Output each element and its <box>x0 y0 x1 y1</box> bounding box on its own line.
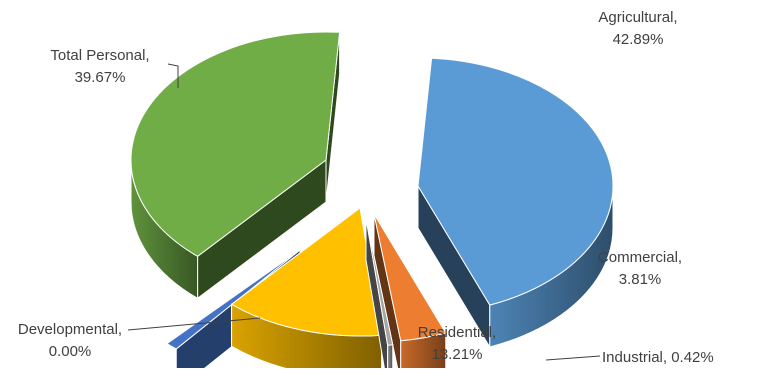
slice-value-label-developmental: 0.00% <box>49 343 92 360</box>
leader-line-industrial <box>545 355 601 361</box>
slice-label-industrial: Industrial, 0.42% <box>602 349 714 366</box>
slice-residential <box>230 206 383 373</box>
leader-line-total-personal <box>167 63 179 88</box>
slice-top-commercial <box>373 213 447 342</box>
slice-label-agricultural: Agricultural, <box>598 9 677 26</box>
slice-label-total-personal: Total Personal, <box>50 47 149 64</box>
slice-value-label-residential: 13.21% <box>432 346 483 363</box>
slice-top-agricultural <box>417 57 614 306</box>
slice-top-total-personal <box>130 31 341 257</box>
slice-total-personal <box>130 31 341 300</box>
slice-outer-wall-industrial <box>387 344 394 373</box>
slice-top-developmental <box>166 249 301 350</box>
leader-line-developmental <box>127 317 261 331</box>
slice-value-label-total-personal: 39.67% <box>75 69 126 86</box>
slice-value-label-commercial: 3.81% <box>619 271 662 288</box>
slice-label-commercial: Commercial, <box>598 249 682 266</box>
slice-commercial <box>373 212 447 373</box>
slice-value-label-agricultural: 42.89% <box>613 31 664 48</box>
slice-top-industrial <box>365 217 394 346</box>
slice-agricultural <box>417 57 614 349</box>
slice-label-developmental: Developmental, <box>18 321 122 338</box>
slice-industrial <box>365 217 394 373</box>
slice-label-residential: Residential, <box>418 324 496 341</box>
slice-top-residential <box>230 207 383 337</box>
